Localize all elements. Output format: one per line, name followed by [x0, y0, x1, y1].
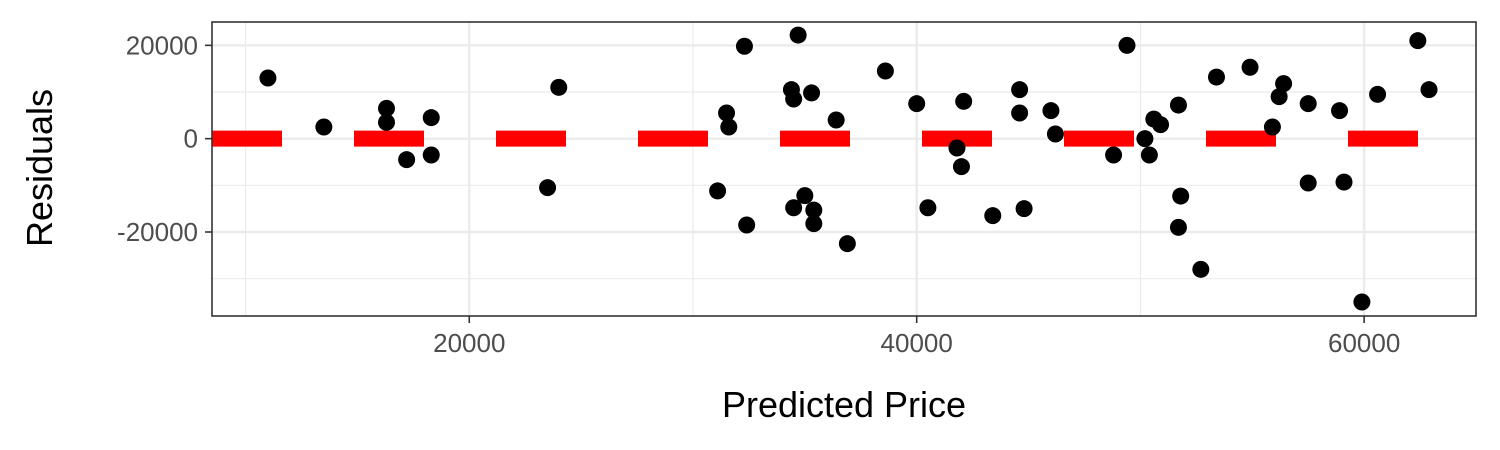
- data-point: [803, 84, 821, 102]
- data-point: [789, 26, 807, 44]
- data-point: [422, 109, 440, 127]
- data-point: [1152, 116, 1170, 134]
- data-point: [1011, 81, 1029, 99]
- x-axis-ticks: 20000 40000 60000: [433, 316, 1400, 358]
- data-point: [1335, 173, 1353, 191]
- data-point: [550, 78, 568, 96]
- y-tick-label: 0: [184, 124, 198, 154]
- data-point: [1118, 36, 1136, 54]
- data-point: [1353, 293, 1371, 311]
- x-tick-label: 20000: [433, 328, 505, 358]
- minor-gridlines: [212, 22, 1476, 316]
- data-point: [1409, 32, 1427, 50]
- data-point: [377, 99, 395, 117]
- data-point: [1241, 58, 1259, 76]
- residual-points: [259, 26, 1438, 311]
- data-point: [1263, 118, 1281, 136]
- data-point: [805, 215, 823, 233]
- data-point: [1331, 102, 1349, 120]
- data-point: [735, 37, 753, 55]
- data-point: [805, 201, 823, 219]
- data-point: [827, 111, 845, 129]
- data-point: [718, 104, 736, 122]
- data-point: [1275, 75, 1293, 93]
- data-point: [948, 139, 966, 157]
- x-axis-title: Predicted Price: [722, 384, 966, 425]
- data-point: [315, 118, 333, 136]
- data-point: [1140, 146, 1158, 164]
- data-point: [1169, 96, 1187, 114]
- data-point: [1369, 85, 1387, 103]
- data-point: [422, 146, 440, 164]
- data-point: [1299, 95, 1317, 113]
- data-point: [1192, 260, 1210, 278]
- data-point: [1011, 104, 1029, 122]
- data-point: [720, 118, 738, 136]
- data-point: [398, 151, 416, 169]
- data-point: [1172, 187, 1190, 205]
- data-point: [1136, 130, 1154, 148]
- data-point: [796, 187, 814, 205]
- data-point: [738, 216, 756, 234]
- data-point: [1046, 125, 1064, 143]
- x-tick-label: 40000: [881, 328, 953, 358]
- data-point: [259, 69, 277, 87]
- data-point: [1105, 146, 1123, 164]
- data-point: [1207, 68, 1225, 86]
- data-point: [539, 179, 557, 197]
- data-point: [838, 235, 856, 253]
- data-point: [1420, 81, 1438, 99]
- plot-panel-border: [211, 21, 1477, 317]
- data-point: [1299, 174, 1317, 192]
- y-tick-label: -20000: [117, 217, 198, 247]
- data-point: [876, 62, 894, 80]
- data-point: [952, 158, 970, 176]
- y-axis-title: Residuals: [19, 89, 60, 247]
- data-point: [984, 207, 1002, 225]
- data-point: [377, 113, 395, 131]
- data-point: [1169, 218, 1187, 236]
- data-point: [919, 199, 937, 217]
- data-point: [1042, 102, 1060, 120]
- data-point: [785, 199, 803, 217]
- y-axis-ticks: -20000 0 20000: [117, 30, 212, 247]
- y-tick-label: 20000: [126, 30, 198, 60]
- data-point: [1270, 88, 1288, 106]
- data-point: [709, 182, 727, 200]
- data-point: [1015, 200, 1033, 218]
- data-point: [908, 95, 926, 113]
- x-tick-label: 60000: [1328, 328, 1400, 358]
- data-point: [785, 90, 803, 108]
- data-point: [955, 92, 973, 110]
